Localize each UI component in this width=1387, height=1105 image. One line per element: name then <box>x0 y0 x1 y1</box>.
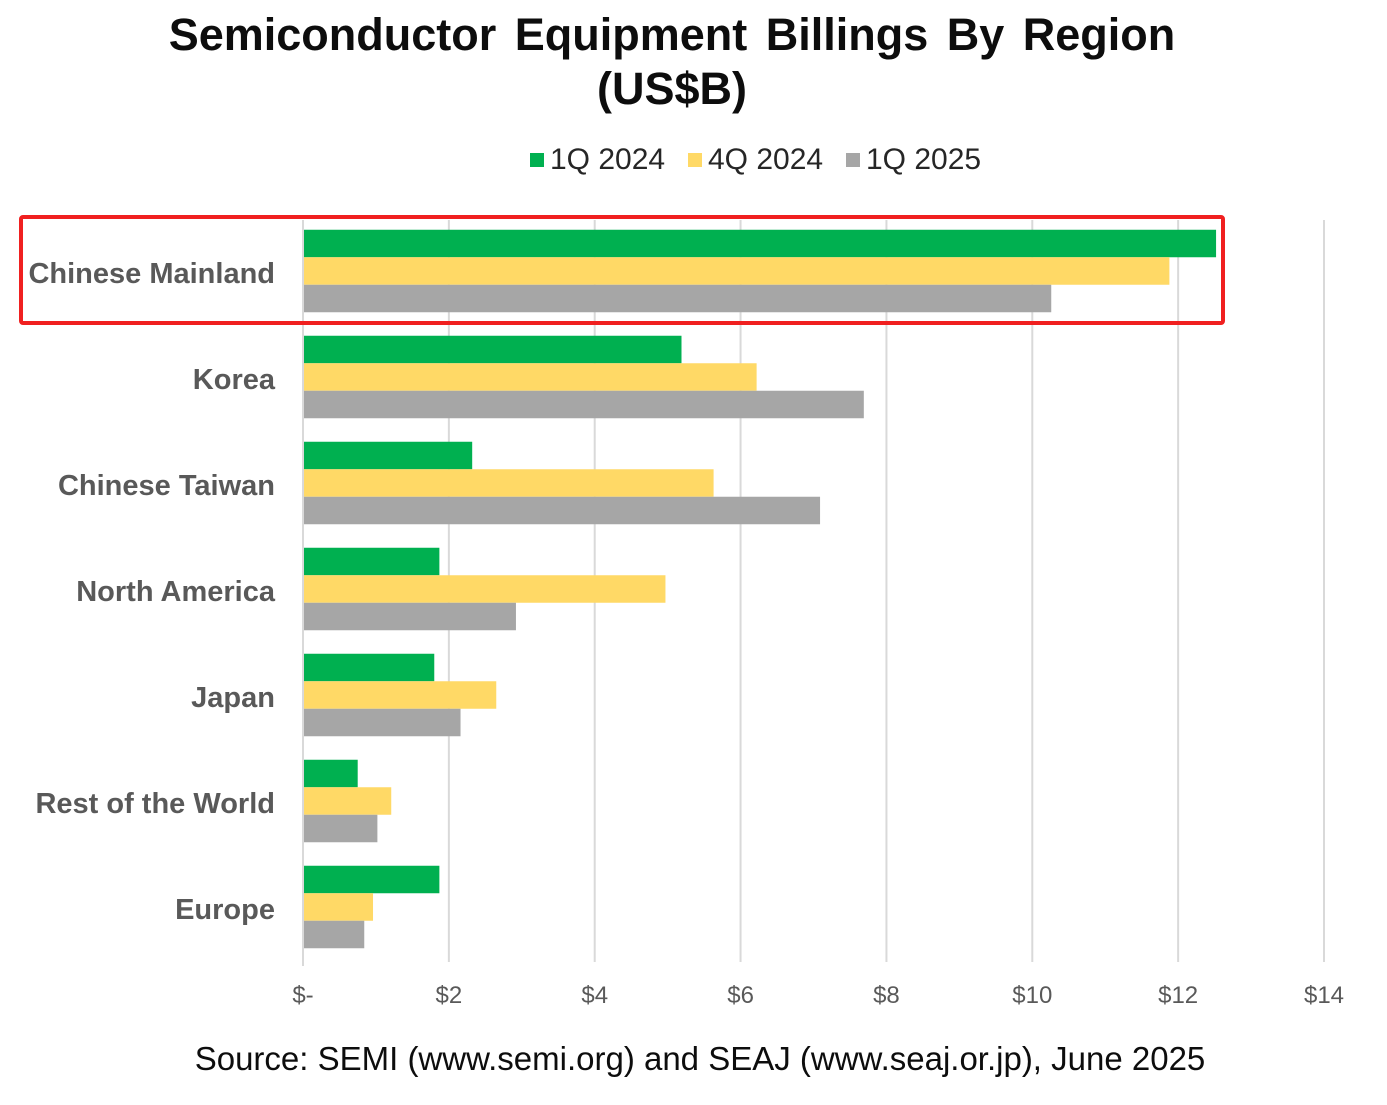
x-tick-label-0: $- <box>292 982 313 1009</box>
legend-label-1q-2024: 1Q 2024 <box>550 143 666 176</box>
chart-title: Semiconductor Equipment Billings By Regi… <box>0 8 1344 116</box>
legend-item-1q-2025: 1Q 2025 <box>846 140 981 180</box>
source-note: Source: SEMI (www.semi.org) and SEAJ (ww… <box>194 1040 1206 1077</box>
legend-swatch-4q-2024 <box>688 153 702 167</box>
bar-chinese-taiwan-1q-2024 <box>303 441 473 470</box>
category-label-chinese-mainland: Chinese Mainland <box>28 258 275 290</box>
legend-swatch-1q-2024 <box>530 153 544 167</box>
bar-chinese-taiwan-1q-2025 <box>303 496 821 525</box>
bar-north-america-1q-2025 <box>303 602 516 631</box>
bar-chinese-mainland-1q-2024 <box>303 229 1217 258</box>
legend-label-1q-2025: 1Q 2025 <box>866 143 982 176</box>
bar-chinese-taiwan-4q-2024 <box>303 469 714 497</box>
x-tick-label-4: $8 <box>873 982 900 1009</box>
chart-title-line1: Semiconductor Equipment Billings By Regi… <box>168 9 1176 60</box>
bar-europe-1q-2024 <box>303 865 440 894</box>
category-label-north-america: North America <box>76 576 276 608</box>
bar-europe-4q-2024 <box>303 893 374 921</box>
highlight-box-chinese-mainland <box>19 215 1225 325</box>
category-label-rest-of-the-world: Rest of the World <box>35 788 275 820</box>
bar-rest-of-the-world-4q-2024 <box>303 787 392 815</box>
legend-swatch-1q-2025 <box>846 153 860 167</box>
legend-label-4q-2024: 4Q 2024 <box>708 143 824 176</box>
legend-item-4q-2024: 4Q 2024 <box>688 140 823 180</box>
bar-rest-of-the-world-1q-2024 <box>303 759 358 788</box>
legend-item-1q-2024: 1Q 2024 <box>530 140 665 180</box>
chart-title-line2: (US$B) <box>596 63 747 114</box>
bar-korea-4q-2024 <box>303 363 757 391</box>
category-label-europe: Europe <box>175 894 275 926</box>
category-label-chinese-taiwan: Chinese Taiwan <box>58 470 275 502</box>
bar-europe-1q-2025 <box>303 920 365 949</box>
bar-chinese-mainland-4q-2024 <box>303 257 1170 285</box>
x-tick-label-2: $4 <box>581 982 608 1009</box>
bar-rest-of-the-world-1q-2025 <box>303 814 378 843</box>
bar-north-america-1q-2024 <box>303 547 440 576</box>
x-tick-label-7: $14 <box>1304 982 1344 1009</box>
bar-japan-1q-2025 <box>303 708 461 737</box>
chart-legend: 1Q 2024 4Q 2024 1Q 2025 <box>0 140 1387 180</box>
bar-north-america-4q-2024 <box>303 575 666 603</box>
bar-japan-1q-2024 <box>303 653 435 682</box>
category-label-korea: Korea <box>193 364 276 396</box>
bar-chinese-mainland-1q-2025 <box>303 284 1052 313</box>
category-label-japan: Japan <box>191 682 275 714</box>
x-tick-label-5: $10 <box>1012 982 1052 1009</box>
bar-korea-1q-2025 <box>303 390 864 419</box>
bar-korea-1q-2024 <box>303 335 682 364</box>
x-tick-label-6: $12 <box>1158 982 1198 1009</box>
x-tick-label-3: $6 <box>727 982 754 1009</box>
x-tick-label-1: $2 <box>436 982 463 1009</box>
bar-japan-4q-2024 <box>303 681 497 709</box>
